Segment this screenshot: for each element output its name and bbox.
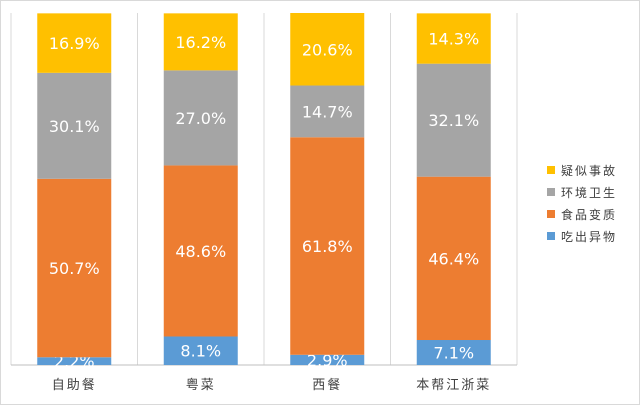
legend-swatch — [547, 232, 555, 240]
legend-item: 食品变质 — [547, 203, 617, 225]
data-label: 48.6% — [175, 242, 226, 261]
bar-segment — [37, 357, 112, 365]
bar-segment — [37, 13, 112, 73]
data-label: 32.1% — [428, 111, 479, 130]
bar-segment — [416, 176, 491, 341]
legend-swatch — [547, 166, 555, 174]
data-label: 14.7% — [302, 102, 353, 121]
x-tick-label: 本帮江浙菜 — [416, 378, 491, 393]
bar-segment — [163, 13, 238, 71]
legend-label: 疑似事故 — [561, 163, 618, 178]
legend-label: 环境卫生 — [561, 185, 618, 200]
bar-segment — [37, 72, 112, 179]
bar-segment — [416, 63, 491, 177]
bar-segment — [290, 13, 365, 86]
x-tick-label: 西餐 — [312, 377, 342, 393]
data-label: 46.4% — [428, 249, 479, 268]
data-label: 27.0% — [175, 109, 226, 128]
data-label: 7.1% — [433, 344, 474, 363]
bar-segment — [163, 70, 238, 166]
data-label: 14.3% — [428, 30, 479, 49]
x-tick-label: 自助餐 — [52, 377, 97, 393]
legend-label: 食品变质 — [561, 207, 618, 222]
data-label: 50.7% — [49, 259, 100, 278]
legend: 疑似事故环境卫生食品变质吃出异物 — [547, 159, 617, 247]
legend-item: 环境卫生 — [547, 181, 617, 203]
x-tick-label: 粤菜 — [186, 377, 216, 393]
legend-swatch — [547, 188, 555, 196]
bar-segment — [416, 13, 491, 64]
data-label: 30.1% — [49, 117, 100, 136]
data-label: 8.1% — [180, 342, 221, 361]
bar-segment — [290, 85, 365, 138]
data-label: 20.6% — [302, 40, 353, 59]
bar-segment — [290, 354, 365, 365]
bar-segment — [163, 165, 238, 337]
data-label: 61.8% — [302, 237, 353, 256]
legend-item: 吃出异物 — [547, 225, 617, 247]
legend-item: 疑似事故 — [547, 159, 617, 181]
data-label: 16.2% — [175, 33, 226, 52]
legend-label: 吃出异物 — [561, 229, 618, 244]
bar-segment — [416, 340, 491, 365]
bar-segment — [163, 336, 238, 365]
data-label: 2.9% — [307, 351, 348, 370]
bar-segment — [290, 137, 365, 355]
bar-segment — [37, 178, 112, 358]
data-label: 16.9% — [49, 34, 100, 53]
legend-swatch — [547, 210, 555, 218]
